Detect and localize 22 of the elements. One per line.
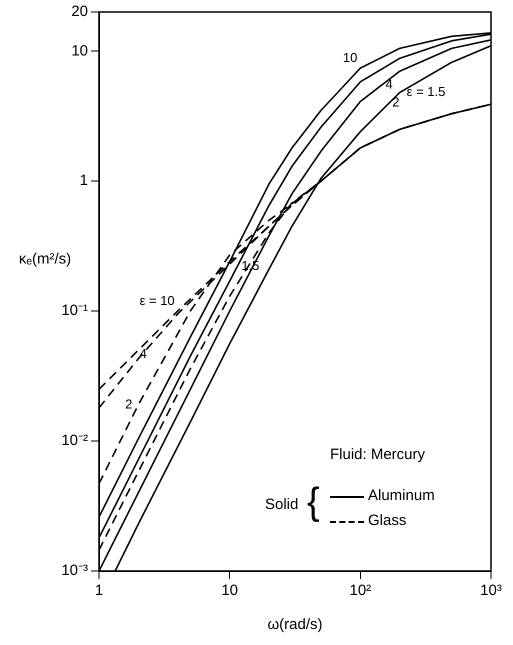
annotation: Glass xyxy=(368,512,406,529)
annotation: ε = 1.5 xyxy=(406,84,446,100)
y-axis-title: κₑ(m²/s) xyxy=(18,250,72,268)
y-tick-label: 1 xyxy=(80,172,88,190)
annotation: ε = 10 xyxy=(140,293,175,308)
y-tick-label: 20 xyxy=(71,3,88,20)
annotation: Solid xyxy=(265,496,298,513)
x-tick-label: 1 xyxy=(94,582,104,600)
y-tick-label: 10⁻³ xyxy=(61,562,88,580)
annotation: { xyxy=(307,481,320,523)
annotation: Aluminum xyxy=(368,487,435,504)
x-tick-label: 10 xyxy=(221,582,238,600)
annotation: 4 xyxy=(385,76,393,92)
y-tick-label: 10⁻¹ xyxy=(61,302,88,320)
annotation: 10 xyxy=(342,50,358,66)
x-tick-label: 10² xyxy=(349,582,372,600)
x-tick-label: 10³ xyxy=(480,582,502,600)
x-axis-title: ω(rad/s) xyxy=(267,616,323,634)
annotation: 2 xyxy=(125,396,132,412)
annotation: Fluid: Mercury xyxy=(330,446,426,463)
y-tick-label: 10⁻² xyxy=(61,432,88,450)
y-tick-label: 10 xyxy=(71,42,88,60)
